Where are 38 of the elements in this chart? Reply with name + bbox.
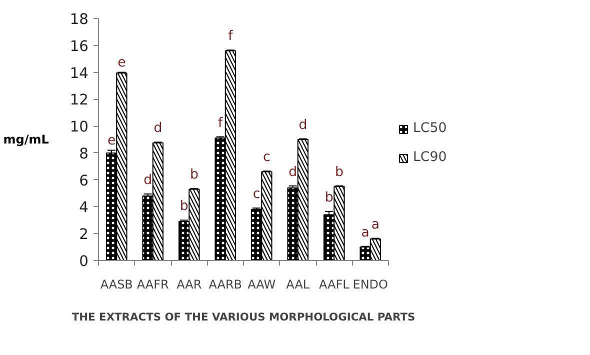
y-tick-label: 8 <box>79 145 89 162</box>
x-tick-label: AAFR <box>136 278 169 292</box>
y-tick-label: 18 <box>70 11 89 28</box>
y-axis-title: mg/mL <box>3 132 50 146</box>
annotation: e <box>107 133 116 148</box>
y-tick-label: 0 <box>79 253 89 270</box>
annotation: b <box>190 168 198 183</box>
x-tick-label: AAR <box>176 278 202 292</box>
y-tick-label: 6 <box>79 172 89 190</box>
annotation: a <box>361 225 370 240</box>
annotation: b <box>334 164 344 180</box>
annotation: d <box>154 121 162 136</box>
x-tick-label: AAW <box>248 278 276 292</box>
x-axis-title: THE EXTRACTS OF THE VARIOUS MORPHOLOGICAL PARTS <box>72 310 416 324</box>
y-tick-label: 10 <box>70 118 89 136</box>
annotation: b <box>180 199 188 214</box>
y-tick-label: 14 <box>70 64 89 82</box>
annotation: f <box>228 29 234 44</box>
x-tick-label: ENDO <box>352 278 388 292</box>
x-tick-label: AASB <box>100 278 133 292</box>
legend-label: LC90 <box>413 150 447 165</box>
y-tick-label: 2 <box>79 226 89 244</box>
annotation: f <box>218 116 223 131</box>
annotation: c <box>263 150 270 166</box>
annotation: a <box>371 217 380 232</box>
y-tick-label: 12 <box>70 92 89 109</box>
annotation: c <box>252 187 260 202</box>
x-tick-label: AAL <box>286 278 310 292</box>
x-tick-label: AAFL <box>318 278 350 292</box>
annotation: e <box>118 55 126 70</box>
annotation: d <box>298 118 308 133</box>
annotation: b <box>324 190 334 206</box>
annotation: d <box>144 172 152 188</box>
annotation: d <box>288 164 298 180</box>
legend-label: LC50 <box>413 121 447 136</box>
y-tick-label: 16 <box>70 38 89 55</box>
x-tick-label: AARB <box>208 278 242 292</box>
y-tick-label: 4 <box>79 199 89 216</box>
